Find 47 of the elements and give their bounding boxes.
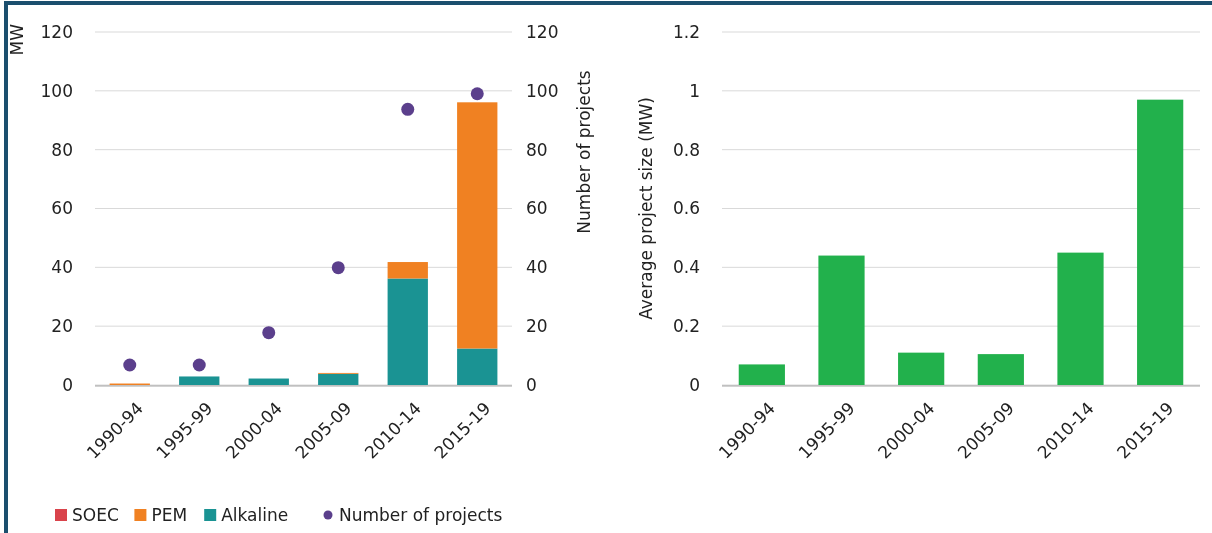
legend-label: Alkaline — [221, 504, 289, 525]
y2-tick-label: 120 — [526, 21, 559, 42]
bar — [457, 102, 498, 349]
legend-label: SOEC — [72, 504, 119, 525]
bar — [457, 348, 498, 385]
y-tick-label: 0.4 — [672, 257, 700, 278]
y-axis-title: MW — [7, 23, 27, 56]
y2-axis-title: Number of projects — [574, 70, 594, 234]
y-tick-label: 80 — [51, 139, 73, 160]
bar — [977, 354, 1024, 385]
point — [331, 261, 345, 275]
y-tick-label: 120 — [40, 21, 73, 42]
y-tick-label: 0.2 — [672, 316, 700, 337]
bar — [1137, 99, 1184, 385]
bar — [318, 373, 359, 385]
bar — [179, 376, 220, 385]
y-tick-label: 100 — [40, 80, 73, 101]
y2-tick-label: 40 — [526, 257, 548, 278]
point — [192, 358, 206, 372]
bar — [387, 262, 428, 279]
y2-tick-label: 60 — [526, 198, 548, 219]
bar — [1057, 252, 1104, 385]
bar — [248, 378, 289, 385]
point — [262, 326, 276, 340]
point — [401, 102, 415, 116]
y-tick-label: 1 — [689, 80, 700, 101]
bar — [387, 278, 428, 385]
y-tick-label: 40 — [51, 257, 73, 278]
y2-tick-label: 20 — [526, 316, 548, 337]
y-tick-label: 0 — [62, 374, 73, 395]
point — [470, 87, 484, 101]
bar — [738, 364, 785, 385]
bar — [818, 255, 865, 385]
y-axis-title: Average project size (MW) — [636, 97, 656, 320]
legend-label: Number of projects — [339, 504, 503, 525]
y2-tick-label: 80 — [526, 139, 548, 160]
y-tick-label: 0 — [689, 374, 700, 395]
legend-label: PEM — [151, 504, 188, 525]
y-tick-label: 60 — [51, 198, 73, 219]
point — [123, 358, 137, 372]
y-tick-label: 20 — [51, 316, 73, 337]
y2-tick-label: 100 — [526, 80, 559, 101]
y-tick-label: 0.8 — [672, 139, 700, 160]
y2-tick-label: 0 — [526, 374, 537, 395]
y-tick-label: 0.6 — [672, 198, 700, 219]
y-tick-label: 1.2 — [672, 21, 700, 42]
bar — [898, 352, 945, 385]
